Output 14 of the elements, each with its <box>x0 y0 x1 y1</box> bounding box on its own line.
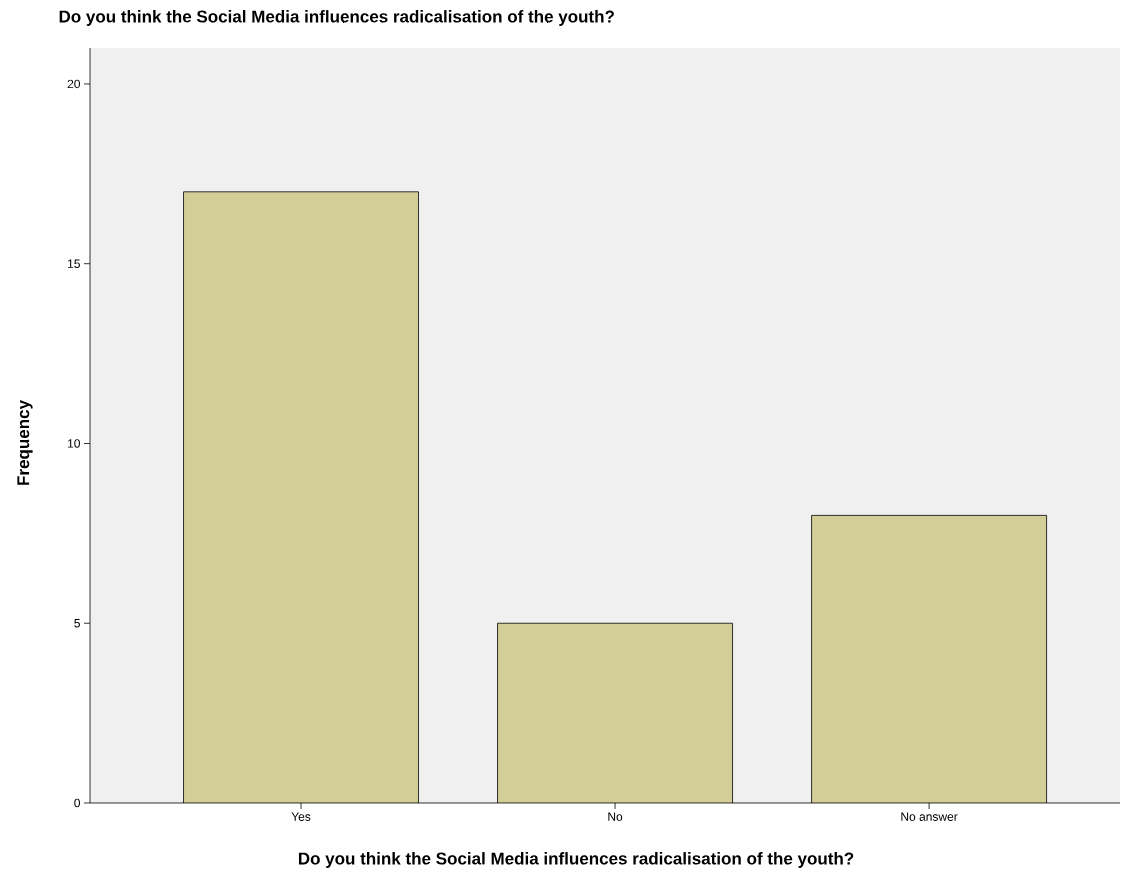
y-tick-label: 20 <box>67 79 80 89</box>
y-tick-label: 10 <box>68 439 80 448</box>
y-tick-label: 15 <box>68 259 80 268</box>
y-tick-label: 0 <box>74 798 80 808</box>
bar <box>811 514 1047 803</box>
y-tick-label: 5 <box>74 619 80 628</box>
x-tick-label: No answer <box>901 812 958 821</box>
chart-title: Do you think the Social Media influences radicalisation of the youth? <box>59 10 614 26</box>
bar <box>497 623 733 803</box>
y-axis-title: Frequency <box>17 400 33 485</box>
x-tick-label: No <box>608 812 623 821</box>
x-tick-label: Yes <box>291 812 311 821</box>
bar <box>183 191 419 803</box>
x-axis-title: Do you think the Social Media influences radicalisation of the youth? <box>298 852 854 868</box>
